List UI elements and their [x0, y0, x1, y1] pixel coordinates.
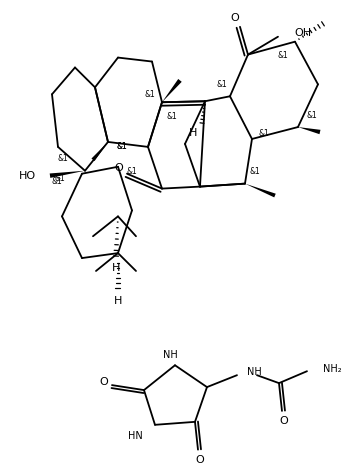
Text: O: O [280, 416, 288, 426]
Text: NH: NH [247, 367, 262, 377]
Text: HO: HO [19, 171, 36, 181]
Text: &1: &1 [127, 167, 137, 176]
Text: O: O [115, 163, 124, 173]
Text: O: O [196, 455, 204, 465]
Polygon shape [245, 184, 276, 197]
Text: &1: &1 [117, 142, 127, 152]
Text: &1: &1 [278, 51, 288, 60]
Text: &1: &1 [259, 129, 269, 139]
Text: &1: &1 [167, 112, 177, 120]
Text: NH₂: NH₂ [323, 364, 341, 374]
Text: &1: &1 [145, 90, 155, 99]
Text: &1: &1 [58, 154, 68, 163]
Polygon shape [162, 79, 182, 102]
Text: HN: HN [128, 431, 142, 441]
Polygon shape [92, 142, 108, 161]
Text: OH: OH [294, 28, 311, 38]
Text: &1: &1 [307, 111, 318, 120]
Text: H: H [112, 263, 120, 273]
Text: &1: &1 [54, 174, 65, 183]
Text: O: O [100, 377, 108, 387]
Polygon shape [50, 171, 85, 178]
Polygon shape [298, 127, 321, 134]
Text: NH: NH [163, 350, 177, 360]
Text: H: H [189, 128, 197, 138]
Text: &1: &1 [117, 142, 127, 152]
Text: &1: &1 [52, 177, 62, 186]
Text: O: O [231, 13, 239, 23]
Text: &1: &1 [249, 167, 260, 176]
Text: H: H [114, 296, 122, 306]
Text: &1: &1 [217, 80, 227, 89]
